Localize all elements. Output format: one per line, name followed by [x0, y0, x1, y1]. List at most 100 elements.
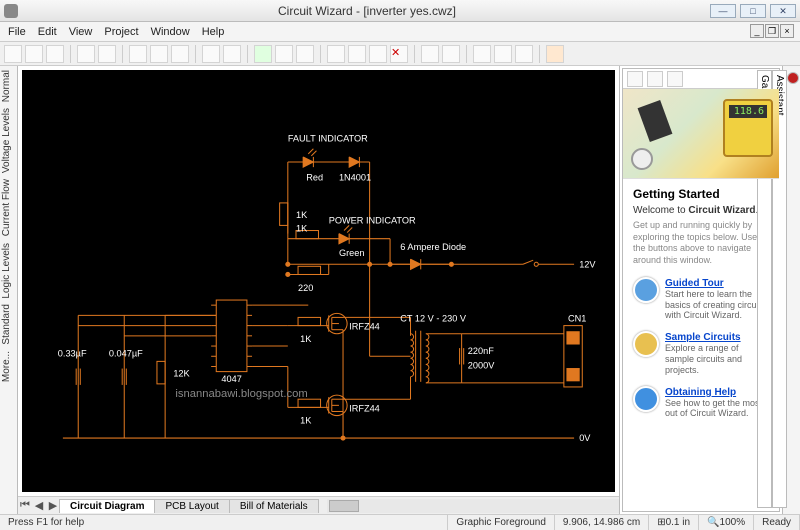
save-icon[interactable]	[46, 45, 64, 63]
multimeter-icon: 118.6	[723, 99, 773, 157]
svg-text:1K: 1K	[296, 210, 308, 220]
status-coords: 9.906, 14.986 cm	[555, 515, 649, 530]
graph-icon[interactable]	[473, 45, 491, 63]
svg-text:isnannabawi.blogspot.com: isnannabawi.blogspot.com	[175, 388, 307, 400]
assistant-heading: Getting Started	[633, 187, 769, 201]
schematic-canvas[interactable]: 0V12V0.33µF0.047µF12K4047Red1N4001FAULT …	[22, 70, 615, 492]
assist-home-icon[interactable]	[667, 71, 683, 87]
menu-project[interactable]: Project	[104, 26, 138, 38]
svg-text:CT 12 V - 230 V: CT 12 V - 230 V	[400, 314, 467, 324]
status-bar: Press F1 for help Graphic Foreground 9.9…	[0, 514, 800, 530]
open-icon[interactable]	[25, 45, 43, 63]
cut-icon[interactable]	[129, 45, 147, 63]
meter-icon[interactable]	[515, 45, 533, 63]
tab-nav-prev[interactable]: ◀	[32, 499, 46, 512]
assist-item-icon	[633, 331, 659, 357]
menu-edit[interactable]: Edit	[38, 26, 57, 38]
sheet-tab-bom[interactable]: Bill of Materials	[229, 499, 319, 513]
status-layer: Graphic Foreground	[448, 515, 555, 530]
assistant-hero-image: 118.6	[623, 89, 779, 179]
stop-icon[interactable]	[296, 45, 314, 63]
menu-help[interactable]: Help	[202, 26, 225, 38]
menu-file[interactable]: File	[8, 26, 26, 38]
right-sidebar: Assistant Gallery	[782, 66, 800, 514]
status-grid: ⊞ 0.1 in	[649, 515, 699, 530]
hand-icon[interactable]	[348, 45, 366, 63]
svg-text:2000V: 2000V	[468, 361, 495, 371]
svg-text:Green: Green	[339, 248, 365, 258]
menu-view[interactable]: View	[69, 26, 93, 38]
assist-item-2[interactable]: Obtaining HelpSee how to get the most ou…	[633, 386, 769, 420]
tab-nav-next[interactable]: ▶	[46, 499, 60, 512]
svg-text:FAULT INDICATOR: FAULT INDICATOR	[288, 134, 368, 144]
tab-standard[interactable]: Standard	[1, 304, 16, 345]
tab-current[interactable]: Current Flow	[1, 179, 16, 236]
print-icon[interactable]	[77, 45, 95, 63]
menu-window[interactable]: Window	[151, 26, 190, 38]
svg-text:1K: 1K	[300, 416, 312, 426]
probe-icon[interactable]	[421, 45, 439, 63]
svg-text:IRFZ44: IRFZ44	[349, 322, 380, 332]
assist-item-link[interactable]: Obtaining Help	[665, 387, 736, 398]
maximize-button[interactable]: □	[740, 4, 766, 18]
tab-voltage[interactable]: Voltage Levels	[1, 108, 16, 173]
assistant-welcome: Welcome to Circuit Wizard.	[633, 205, 769, 216]
window-title: Circuit Wizard - [inverter yes.cwz]	[24, 4, 710, 18]
status-zoom: 🔍 100%	[699, 515, 754, 530]
svg-text:0.047µF: 0.047µF	[109, 348, 143, 358]
pause-icon[interactable]	[275, 45, 293, 63]
paste-icon[interactable]	[171, 45, 189, 63]
scope-icon[interactable]	[494, 45, 512, 63]
copy-icon[interactable]	[150, 45, 168, 63]
svg-text:1K: 1K	[296, 224, 308, 234]
assist-item-link[interactable]: Sample Circuits	[665, 332, 741, 343]
undo-icon[interactable]	[202, 45, 220, 63]
minimize-button[interactable]: —	[710, 4, 736, 18]
assist-item-link[interactable]: Guided Tour	[665, 278, 724, 289]
tab-logic[interactable]: Logic Levels	[1, 243, 16, 299]
svg-text:6 Ampere Diode: 6 Ampere Diode	[400, 242, 466, 252]
assist-item-1[interactable]: Sample CircuitsExplore a range of sample…	[633, 331, 769, 375]
pointer-icon[interactable]	[327, 45, 345, 63]
zoom-icon[interactable]	[369, 45, 387, 63]
horizontal-scrollbar[interactable]	[327, 499, 619, 513]
app-icon	[4, 4, 18, 18]
mdi-close-button[interactable]: ×	[780, 24, 794, 38]
tab-normal[interactable]: Normal	[1, 70, 16, 102]
tab-more[interactable]: More...	[1, 351, 16, 382]
svg-text:CN1: CN1	[568, 314, 586, 324]
close-button[interactable]: ✕	[770, 4, 796, 18]
menu-bar: File Edit View Project Window Help _ ❐ ×	[0, 22, 800, 42]
svg-text:220: 220	[298, 283, 313, 293]
svg-text:IRFZ44: IRFZ44	[349, 403, 380, 413]
mdi-min-button[interactable]: _	[750, 24, 764, 38]
delete-icon[interactable]: ✕	[390, 45, 408, 63]
schematic-svg: 0V12V0.33µF0.047µF12K4047Red1N4001FAULT …	[22, 70, 615, 489]
assist-fwd-icon[interactable]	[647, 71, 663, 87]
ladybug-icon[interactable]	[787, 72, 799, 84]
svg-text:1N4001: 1N4001	[339, 172, 371, 182]
tab-nav-first[interactable]: ⏮	[18, 499, 32, 512]
svg-text:4047: 4047	[221, 374, 241, 384]
svg-text:12K: 12K	[173, 369, 190, 379]
redo-icon[interactable]	[223, 45, 241, 63]
assist-back-icon[interactable]	[627, 71, 643, 87]
preview-icon[interactable]	[98, 45, 116, 63]
assist-item-0[interactable]: Guided TourStart here to learn the basic…	[633, 277, 769, 321]
assist-item-icon	[633, 386, 659, 412]
status-ready: Ready	[754, 515, 800, 530]
mdi-restore-button[interactable]: ❐	[765, 24, 779, 38]
sheet-tab-circuit[interactable]: Circuit Diagram	[59, 499, 155, 513]
sheet-tabs: ⏮ ◀ ▶ Circuit Diagram PCB Layout Bill of…	[18, 496, 619, 514]
assist-item-desc: Explore a range of sample circuits and p…	[665, 343, 769, 375]
new-icon[interactable]	[4, 45, 22, 63]
svg-text:0V: 0V	[579, 433, 591, 443]
run-icon[interactable]	[254, 45, 272, 63]
assist-item-desc: Start here to learn the basics of creati…	[665, 289, 769, 321]
sheet-tab-pcb[interactable]: PCB Layout	[154, 499, 229, 513]
chip-icon	[638, 100, 673, 142]
toolbar: ✕	[0, 42, 800, 66]
tools-icon[interactable]	[442, 45, 460, 63]
assist-item-desc: See how to get the most out of Circuit W…	[665, 398, 769, 420]
globe-icon[interactable]	[546, 45, 564, 63]
